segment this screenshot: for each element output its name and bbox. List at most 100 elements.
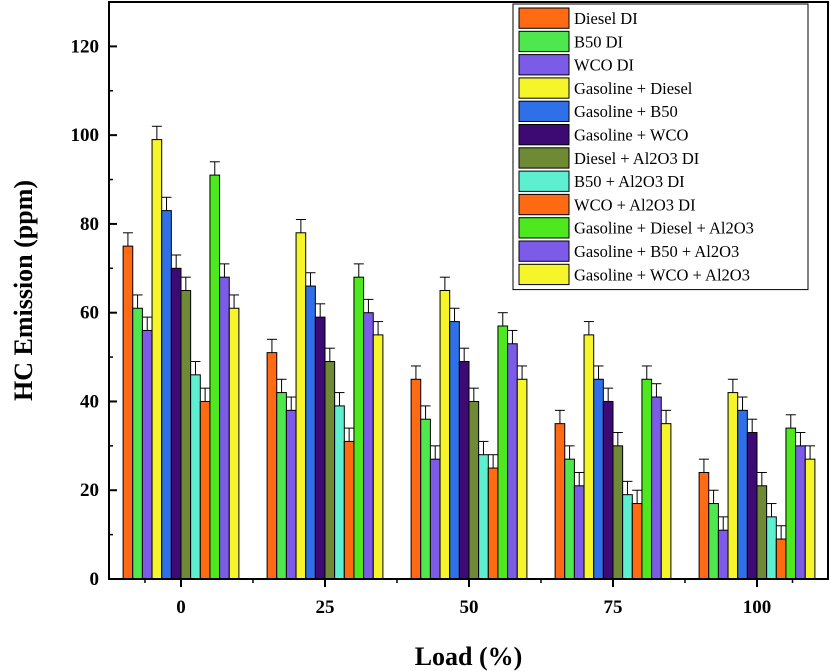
legend-swatch bbox=[518, 77, 570, 99]
legend-swatch bbox=[518, 240, 570, 262]
error-bar bbox=[795, 432, 806, 446]
error-bar bbox=[286, 396, 297, 411]
bar-wco-di-load-75 bbox=[573, 485, 585, 580]
bar-wco-di-load-100 bbox=[717, 529, 729, 580]
error-bar bbox=[324, 347, 335, 362]
error-bar bbox=[641, 365, 652, 380]
bar-gasoline-wco-load-0 bbox=[170, 267, 182, 580]
legend-label: Gasoline + B50 bbox=[574, 102, 678, 121]
legend-swatch bbox=[518, 30, 570, 53]
error-bar bbox=[229, 294, 240, 309]
error-bar bbox=[142, 316, 153, 331]
bar-gasoline-wco-al2o3-load-75 bbox=[660, 423, 672, 580]
error-bar bbox=[430, 445, 441, 460]
error-bar bbox=[632, 489, 643, 504]
bar-gasoline-b50-load-75 bbox=[593, 378, 604, 580]
legend-label: Gasoline + Diesel bbox=[574, 79, 693, 98]
x-tick-label: 50 bbox=[460, 597, 479, 618]
error-bar bbox=[497, 312, 508, 327]
error-bar bbox=[756, 471, 767, 486]
bar-b50-al2o3-di-load-50 bbox=[478, 454, 489, 580]
bar-b50-di-load-25 bbox=[276, 392, 287, 580]
bar-b50-di-load-100 bbox=[708, 503, 719, 580]
bar-b50-al2o3-di-load-75 bbox=[622, 494, 633, 580]
error-bar bbox=[603, 387, 614, 402]
error-bar bbox=[132, 294, 143, 309]
bar-diesel-al2o3-di-load-100 bbox=[756, 485, 768, 580]
bar-b50-di-load-50 bbox=[420, 418, 431, 580]
bar-gasoline-wco-load-75 bbox=[602, 400, 614, 580]
legend-swatch bbox=[518, 147, 570, 169]
bar-gasoline-b50-load-25 bbox=[305, 285, 316, 580]
bar-gasoline-b50-al2o3-load-0 bbox=[219, 276, 230, 580]
legend-swatch bbox=[518, 263, 570, 286]
legend-label: Gasoline + B50 + Al2O3 bbox=[574, 242, 739, 261]
y-tick-label: 100 bbox=[71, 125, 100, 146]
bar-diesel-di-load-0 bbox=[122, 245, 134, 580]
y-tick-label: 60 bbox=[80, 303, 99, 324]
bar-wco-al2o3-di-load-25 bbox=[343, 440, 355, 580]
bar-gasoline-diesel-load-25 bbox=[295, 232, 307, 580]
bar-gasoline-diesel-al2o3-load-75 bbox=[641, 378, 653, 580]
error-bar bbox=[583, 321, 594, 335]
bar-b50-al2o3-di-load-25 bbox=[334, 405, 345, 580]
bar-b50-al2o3-di-load-100 bbox=[766, 516, 777, 580]
bar-gasoline-b50-al2o3-load-75 bbox=[651, 396, 662, 580]
error-bar bbox=[449, 307, 460, 322]
error-bar bbox=[353, 263, 364, 278]
bar-gasoline-wco-load-100 bbox=[746, 432, 758, 580]
error-bar bbox=[190, 361, 201, 375]
bars-layer bbox=[122, 139, 816, 580]
bar-wco-al2o3-di-load-50 bbox=[487, 467, 499, 580]
error-bar bbox=[747, 418, 758, 433]
bar-diesel-di-load-25 bbox=[266, 352, 278, 580]
bar-gasoline-diesel-load-75 bbox=[583, 334, 595, 580]
bar-gasoline-wco-load-25 bbox=[314, 316, 326, 580]
error-bar bbox=[305, 272, 316, 287]
y-tick-label: 0 bbox=[90, 569, 100, 590]
error-bar bbox=[171, 254, 182, 269]
bar-gasoline-diesel-load-50 bbox=[439, 290, 451, 580]
legend-swatch bbox=[518, 170, 570, 192]
error-bar bbox=[180, 276, 191, 291]
y-axis-title: HC Emission (ppm) bbox=[9, 180, 38, 401]
bar-gasoline-diesel-load-100 bbox=[727, 392, 739, 580]
bar-gasoline-b50-load-100 bbox=[737, 409, 748, 580]
legend-swatch bbox=[518, 124, 570, 146]
error-bar bbox=[651, 383, 662, 398]
error-bar bbox=[698, 458, 709, 473]
error-bars-layer bbox=[122, 125, 816, 540]
bar-wco-di-load-0 bbox=[141, 329, 153, 580]
error-bar bbox=[517, 365, 528, 380]
error-bar bbox=[161, 196, 172, 211]
bar-b50-al2o3-di-load-0 bbox=[190, 374, 201, 580]
bar-diesel-di-load-100 bbox=[698, 471, 710, 580]
bar-diesel-al2o3-di-load-50 bbox=[468, 400, 480, 580]
bar-gasoline-diesel-al2o3-load-25 bbox=[353, 276, 365, 580]
error-bar bbox=[344, 427, 355, 442]
bar-gasoline-diesel-al2o3-load-0 bbox=[209, 174, 221, 580]
error-bar bbox=[334, 392, 345, 406]
error-bar bbox=[554, 409, 565, 424]
error-bar bbox=[776, 525, 787, 540]
error-bar bbox=[507, 329, 518, 344]
error-bar bbox=[805, 445, 816, 460]
legend-label: Diesel DI bbox=[574, 9, 638, 28]
bar-diesel-al2o3-di-load-75 bbox=[612, 445, 624, 580]
error-bar bbox=[295, 218, 306, 233]
y-tick-label: 120 bbox=[71, 36, 100, 57]
x-tick-label: 75 bbox=[604, 597, 623, 618]
bar-gasoline-b50-al2o3-load-50 bbox=[507, 343, 518, 580]
bar-gasoline-b50-al2o3-load-100 bbox=[795, 445, 806, 580]
bar-gasoline-diesel-load-0 bbox=[151, 139, 163, 580]
legend-label: Gasoline + WCO + Al2O3 bbox=[574, 265, 750, 284]
x-tick-label: 100 bbox=[743, 597, 772, 618]
error-bar bbox=[276, 378, 287, 393]
error-bar bbox=[439, 276, 450, 291]
bar-gasoline-b50-load-0 bbox=[161, 210, 172, 580]
error-bar bbox=[420, 405, 431, 420]
bar-wco-di-load-50 bbox=[429, 458, 441, 580]
error-bar bbox=[478, 440, 489, 455]
y-tick-label: 20 bbox=[80, 480, 99, 501]
